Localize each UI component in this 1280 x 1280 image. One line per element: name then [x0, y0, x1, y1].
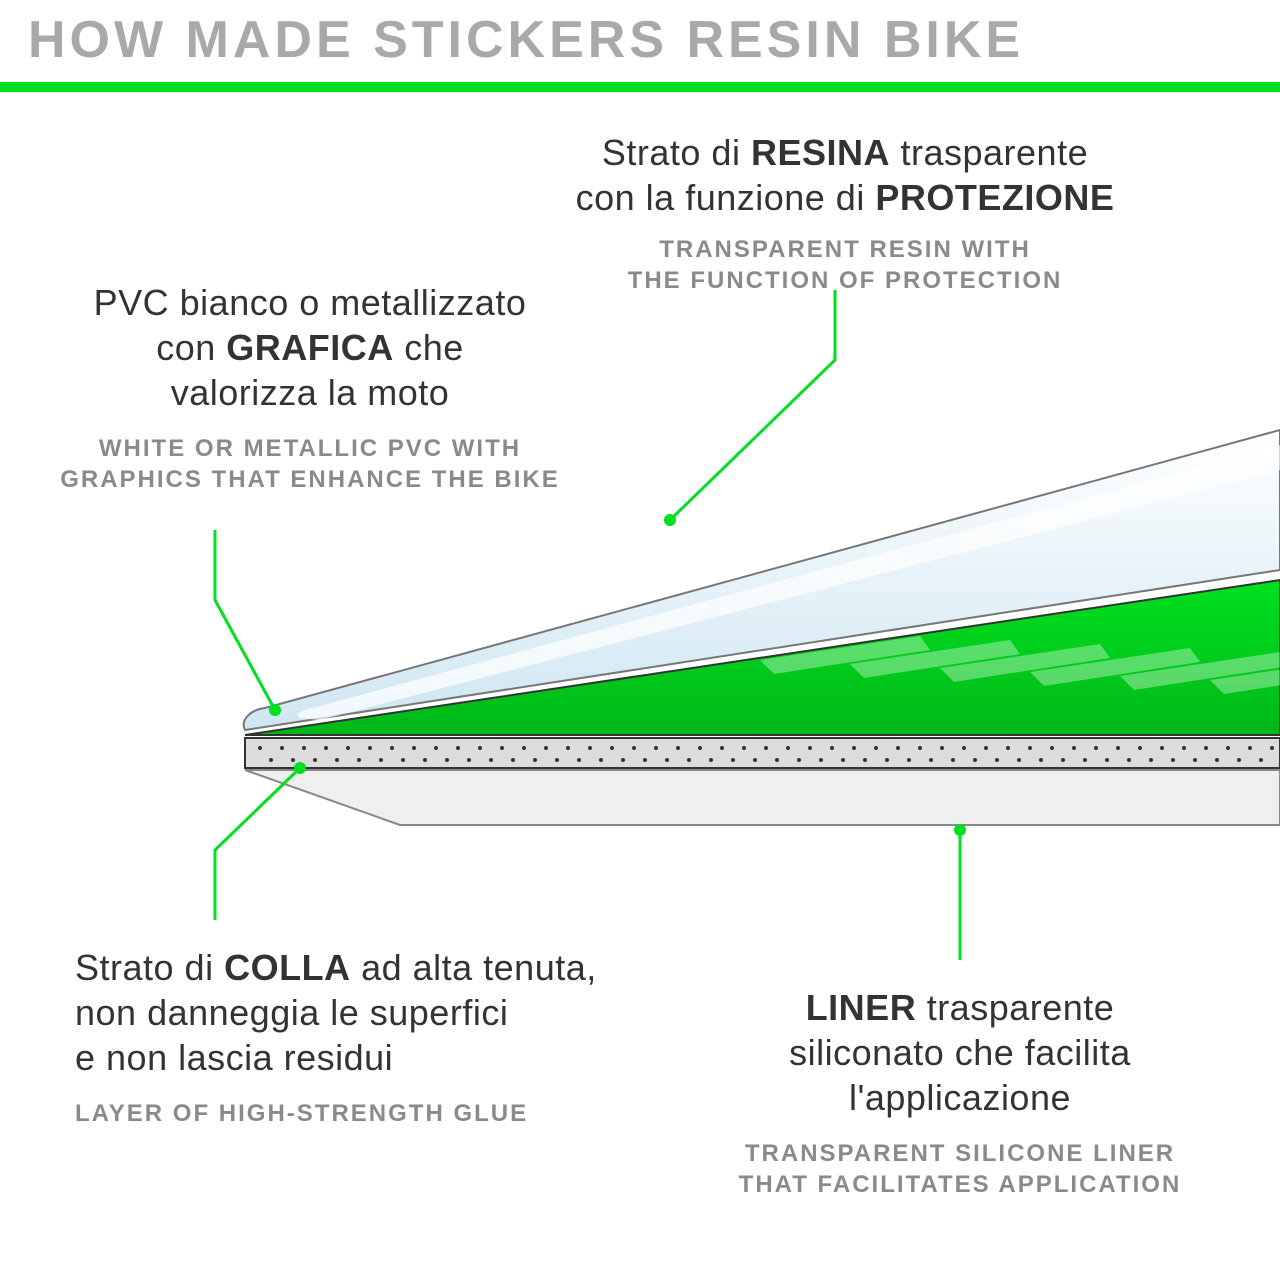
label-pvc: PVC bianco o metallizzatocon GRAFICA che…: [30, 280, 590, 495]
label-liner-it: LINER trasparentesiliconato che facilita…: [700, 985, 1220, 1120]
label-resin-it: Strato di RESINA trasparentecon la funzi…: [475, 130, 1215, 220]
label-resin: Strato di RESINA trasparentecon la funzi…: [475, 130, 1215, 296]
label-pvc-en: WHITE OR METALLIC PVC WITHGRAPHICS THAT …: [30, 433, 590, 495]
leader-end-resin: [664, 514, 676, 526]
leader-end-liner: [954, 824, 966, 836]
leader-end-pvc: [269, 704, 281, 716]
label-liner: LINER trasparentesiliconato che facilita…: [700, 985, 1220, 1200]
layer-liner: [245, 770, 1280, 825]
label-glue: Strato di COLLA ad alta tenuta,non danne…: [75, 945, 695, 1129]
leader-glue: [215, 768, 300, 920]
label-glue-it: Strato di COLLA ad alta tenuta,non danne…: [75, 945, 695, 1080]
leader-pvc: [215, 530, 275, 710]
label-glue-en: LAYER OF HIGH-STRENGTH GLUE: [75, 1098, 695, 1129]
layer-glue: [245, 738, 1280, 768]
label-pvc-it: PVC bianco o metallizzatocon GRAFICA che…: [30, 280, 590, 415]
label-liner-en: TRANSPARENT SILICONE LINERTHAT FACILITAT…: [700, 1138, 1220, 1200]
leader-end-glue: [294, 762, 306, 774]
leader-resin: [670, 290, 835, 520]
